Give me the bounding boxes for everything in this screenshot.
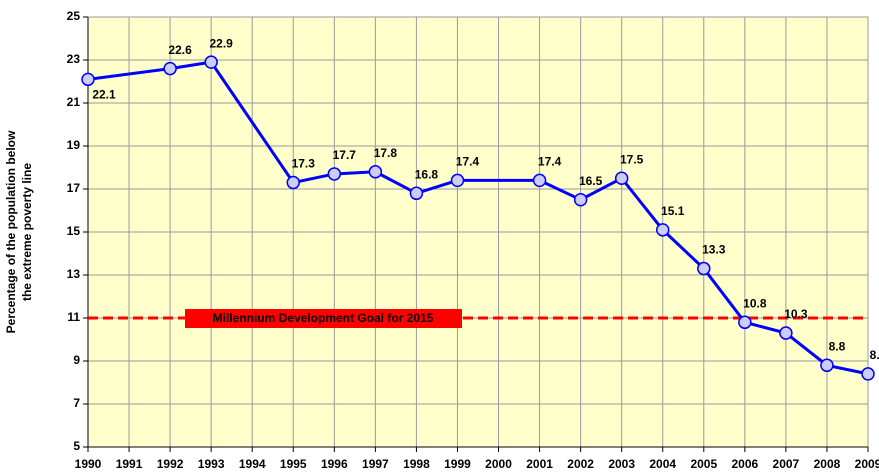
data-label: 10.3 — [784, 307, 808, 321]
x-tick-label: 1993 — [198, 457, 225, 471]
x-tick-label: 1997 — [362, 457, 389, 471]
data-label: 17.4 — [538, 155, 562, 169]
x-tick-label: 1990 — [75, 457, 102, 471]
data-label: 13.3 — [702, 243, 726, 257]
y-tick-label: 9 — [73, 353, 80, 367]
data-point — [614, 171, 629, 185]
y-tick-label: 13 — [67, 267, 81, 281]
x-tick-label: 1991 — [116, 457, 143, 471]
y-tick-label: 15 — [67, 224, 81, 238]
data-point — [861, 367, 875, 381]
data-point — [738, 315, 752, 330]
y-tick-label: 7 — [73, 396, 80, 410]
y-tick-label: 19 — [67, 138, 81, 152]
y-tick-label: 17 — [67, 181, 81, 195]
x-tick-label: 2005 — [690, 457, 717, 471]
data-point — [368, 165, 383, 179]
x-tick-label: 2004 — [649, 457, 676, 471]
data-point — [204, 55, 218, 69]
data-label: 17.3 — [292, 157, 316, 171]
data-label: 8.4 — [870, 348, 879, 362]
data-label: 22.1 — [92, 88, 116, 102]
x-tick-label: 1996 — [321, 457, 348, 471]
y-tick-label: 21 — [67, 95, 81, 109]
y-axis-label: Percentage of the population below the ex… — [4, 130, 34, 333]
data-label: 16.5 — [579, 174, 603, 188]
data-label: 22.9 — [209, 36, 233, 50]
y-tick-label: 5 — [73, 439, 80, 453]
data-point — [820, 358, 834, 373]
x-tick-label: 2003 — [608, 457, 635, 471]
data-label: 17.7 — [333, 148, 357, 162]
data-label: 22.6 — [168, 43, 192, 57]
y-axis-label-line: the extreme poverty line — [20, 163, 34, 301]
data-label: 15.1 — [661, 204, 685, 218]
goal-label-box — [185, 309, 462, 328]
x-tick-label: 2008 — [814, 457, 841, 471]
x-tick-label: 1999 — [444, 457, 471, 471]
data-point — [286, 175, 301, 190]
data-label: 8.8 — [829, 339, 846, 353]
data-point — [163, 61, 177, 76]
data-point — [697, 261, 711, 276]
x-tick-label: 2009 — [855, 457, 879, 471]
data-label: 16.8 — [415, 167, 439, 181]
goal-label: Millennium Development Goal for 2015 — [213, 311, 434, 325]
x-tick-label: 1994 — [239, 457, 266, 471]
y-tick-label: 25 — [67, 9, 81, 23]
x-tick-label: 1992 — [157, 457, 184, 471]
data-point — [532, 173, 547, 188]
data-label: 17.8 — [374, 146, 398, 160]
data-point — [779, 326, 793, 340]
y-tick-label: 11 — [67, 310, 80, 324]
data-point — [409, 186, 424, 201]
x-tick-label: 2001 — [526, 457, 553, 471]
x-tick-label: 2000 — [485, 457, 512, 471]
data-point — [655, 223, 670, 237]
data-point — [81, 72, 95, 87]
y-axis-label-line: Percentage of the population below — [4, 130, 18, 333]
data-label: 10.8 — [743, 296, 767, 310]
x-tick-label: 2006 — [731, 457, 758, 471]
data-label: 17.5 — [620, 152, 644, 166]
data-point — [450, 173, 465, 188]
x-tick-label: 1998 — [403, 457, 430, 471]
data-point — [573, 193, 588, 207]
data-point — [327, 167, 342, 181]
x-tick-label: 2007 — [773, 457, 800, 471]
x-tick-label: 1995 — [280, 457, 307, 471]
y-tick-label: 23 — [67, 52, 81, 66]
data-label: 17.4 — [456, 155, 480, 169]
x-tick-label: 2002 — [567, 457, 594, 471]
